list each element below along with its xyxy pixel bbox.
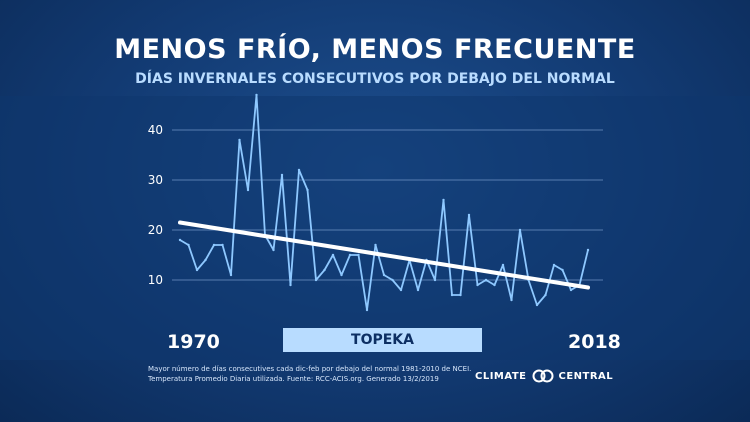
data-point [433,278,437,282]
climate-central-rings-icon [532,369,553,383]
data-point [476,283,479,287]
data-point [340,273,343,277]
footnote-line-1: Mayor número de días consecutives cada d… [148,365,472,373]
data-point [374,243,377,247]
data-point [178,238,182,242]
data-point [187,243,190,247]
data-point [314,278,318,282]
data-point [510,298,513,302]
logo-word-left: CLIMATE [475,370,527,382]
data-point [493,283,496,287]
data-point [535,303,539,307]
y-tick-label: 40 [148,123,163,137]
data-point [238,138,241,142]
data-point [204,258,207,262]
data-point [246,188,250,192]
x-axis-start-label: 1970 [167,331,220,353]
data-point [255,93,258,97]
series-layer [178,93,590,312]
chart-title: MENOS FRÍO, MENOS FRECUENTE [114,34,636,65]
trend-layer [178,220,590,290]
y-tick-label: 30 [148,173,163,187]
data-point [399,288,403,292]
data-point [416,288,420,292]
data-point [518,228,522,232]
y-tick-label: 10 [148,273,163,287]
chart-subtitle: DÍAS INVERNALES CONSECUTIVOS POR DEBAJO … [135,71,615,87]
data-point [552,263,556,267]
data-point [297,168,301,172]
data-point [272,248,275,252]
data-point [382,273,386,277]
data-point [212,243,216,247]
data-point [348,253,352,257]
data-point [391,278,394,282]
data-point [450,293,454,297]
x-axis-end-label: 2018 [568,331,621,353]
data-point [569,288,573,292]
data-point [306,188,309,192]
climate-central-logo: CLIMATE CENTRAL [475,368,613,384]
data-point [323,268,326,272]
data-point [586,248,590,252]
data-point [289,283,292,287]
data-point [221,243,224,247]
data-point [484,278,488,282]
data-point [365,308,369,312]
data-point [331,253,335,257]
data-point [467,213,471,217]
data-point [501,263,505,267]
y-tick-labels: 10 20 30 40 [148,123,163,287]
data-point [544,293,547,297]
chart-panel [0,96,750,360]
station-label: TOPEKA [283,328,482,352]
data-point [459,293,462,297]
data-point [195,268,199,272]
data-point [442,198,445,202]
source-footnote: Mayor número de días consecutives cada d… [148,364,478,384]
y-tick-label: 20 [148,223,163,237]
logo-word-right: CENTRAL [558,370,614,382]
data-point [561,268,564,272]
data-point [229,273,233,277]
footnote-line-2: Temperatura Promedio Diaria utilizada. F… [148,375,439,383]
trend-line [178,220,590,290]
data-point [280,173,284,177]
data-point [357,253,360,257]
